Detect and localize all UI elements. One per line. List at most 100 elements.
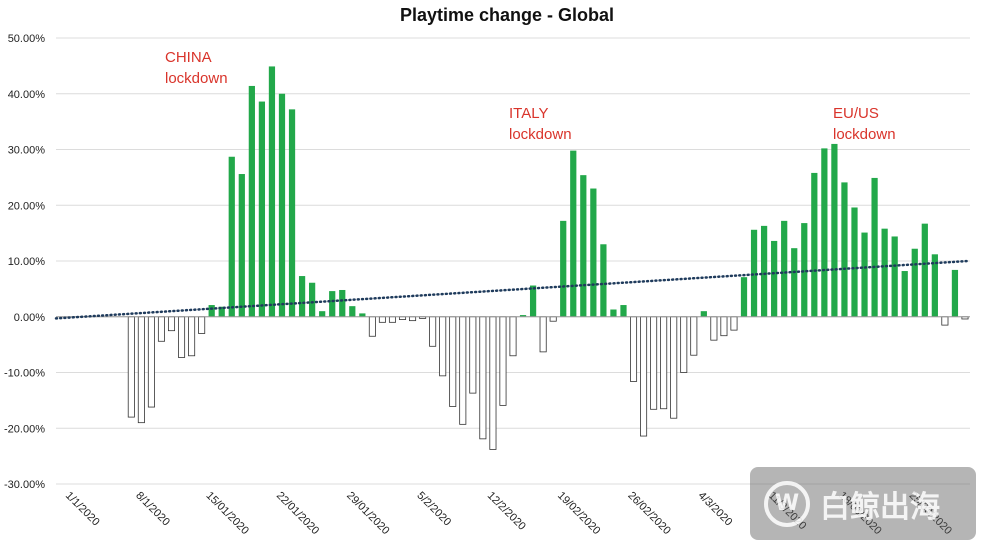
bar xyxy=(147,316,155,408)
y-axis-ticks: 50.00% 40.00% 30.00% 20.00% 10.00% 0.00% -10.0… xyxy=(4,33,45,491)
y-tick-label: -10.00% xyxy=(4,368,45,380)
bar xyxy=(378,316,386,323)
bar xyxy=(208,305,215,317)
watermark-text: 白鲸出海 xyxy=(820,489,940,525)
annotation-euus-line2: lockdown xyxy=(833,126,896,143)
bar xyxy=(791,248,798,317)
bar xyxy=(449,316,457,407)
bar xyxy=(831,143,838,317)
bar xyxy=(127,316,135,418)
bar xyxy=(821,148,828,317)
bar xyxy=(248,85,255,317)
bar xyxy=(740,277,748,317)
y-tick-label: 40.00% xyxy=(8,89,46,101)
annotation-china-line2: lockdown xyxy=(165,70,228,87)
bar xyxy=(137,316,145,424)
annotation-china-line1: CHINA xyxy=(165,49,212,66)
bar xyxy=(801,223,808,317)
bar xyxy=(871,177,878,317)
x-tick-label: 19/02/2020 xyxy=(555,490,602,537)
bar xyxy=(529,285,537,317)
bar xyxy=(730,316,738,331)
x-tick-label: 15/01/2020 xyxy=(204,490,251,537)
annotation-italy: ITALY lockdown xyxy=(509,105,572,143)
bar xyxy=(590,188,597,317)
bar xyxy=(539,316,547,353)
bar xyxy=(630,316,638,382)
bar xyxy=(549,316,557,322)
bar xyxy=(720,316,728,337)
y-tick-label: 10.00% xyxy=(8,256,46,268)
bar xyxy=(901,271,908,317)
bar xyxy=(228,156,235,317)
y-tick-label: -20.00% xyxy=(4,423,45,435)
x-tick-label: 5/2/2020 xyxy=(414,490,453,529)
bar xyxy=(690,316,698,356)
bar xyxy=(640,316,648,437)
bar xyxy=(921,223,928,317)
y-tick-label: 50.00% xyxy=(8,33,46,45)
bar xyxy=(519,315,527,317)
annotation-euus-line1: EU/US xyxy=(833,105,879,122)
chart-title: Playtime change - Global xyxy=(400,5,614,25)
bar xyxy=(409,316,417,322)
bar xyxy=(268,66,276,317)
bar xyxy=(329,291,336,317)
bar xyxy=(951,269,959,317)
bar xyxy=(610,309,617,317)
bar xyxy=(781,220,788,317)
bar xyxy=(841,182,848,317)
bar xyxy=(509,316,517,357)
annotation-china: CHINA lockdown xyxy=(165,49,228,87)
trendline xyxy=(54,259,970,320)
bar xyxy=(278,93,286,317)
bar xyxy=(650,316,658,410)
bar xyxy=(881,228,888,317)
bar xyxy=(499,316,507,406)
bar xyxy=(288,109,296,317)
bar xyxy=(660,316,668,410)
bar xyxy=(750,229,758,317)
bar xyxy=(710,316,718,341)
y-tick-label: 30.00% xyxy=(8,145,46,157)
bar xyxy=(931,254,938,317)
annotation-italy-line2: lockdown xyxy=(509,126,572,143)
bar xyxy=(670,316,678,419)
x-tick-label: 4/3/2020 xyxy=(696,490,735,529)
bar xyxy=(771,240,778,317)
bar xyxy=(388,316,396,323)
bar xyxy=(157,316,165,342)
bar xyxy=(167,316,176,332)
bar xyxy=(368,316,376,337)
bar xyxy=(941,316,949,326)
bar xyxy=(429,316,437,347)
annotation-italy-line1: ITALY xyxy=(509,105,548,122)
bar xyxy=(339,289,346,317)
x-tick-label: 22/01/2020 xyxy=(274,490,321,537)
bars xyxy=(127,66,969,450)
bar xyxy=(700,311,707,317)
bar xyxy=(218,306,225,317)
bar xyxy=(178,316,186,358)
bar xyxy=(570,150,577,317)
bar xyxy=(600,244,607,317)
bar xyxy=(359,313,366,317)
bar xyxy=(911,248,918,317)
y-tick-label: -30.00% xyxy=(4,479,45,491)
bar xyxy=(811,172,818,317)
x-tick-label: 12/2/2020 xyxy=(485,490,528,533)
bar xyxy=(198,316,206,334)
bar xyxy=(459,316,467,425)
bar xyxy=(469,316,477,394)
x-tick-label: 29/01/2020 xyxy=(344,490,391,537)
bar xyxy=(861,232,868,317)
annotation-euus: EU/US lockdown xyxy=(833,105,896,143)
x-tick-label: 1/1/2020 xyxy=(63,490,102,529)
bar xyxy=(188,316,196,357)
y-tick-label: 0.00% xyxy=(14,312,45,324)
bar xyxy=(560,220,567,317)
x-tick-label: 26/02/2020 xyxy=(625,490,672,537)
y-tick-label: 20.00% xyxy=(8,200,46,212)
bar xyxy=(851,207,858,317)
bar xyxy=(238,174,245,317)
